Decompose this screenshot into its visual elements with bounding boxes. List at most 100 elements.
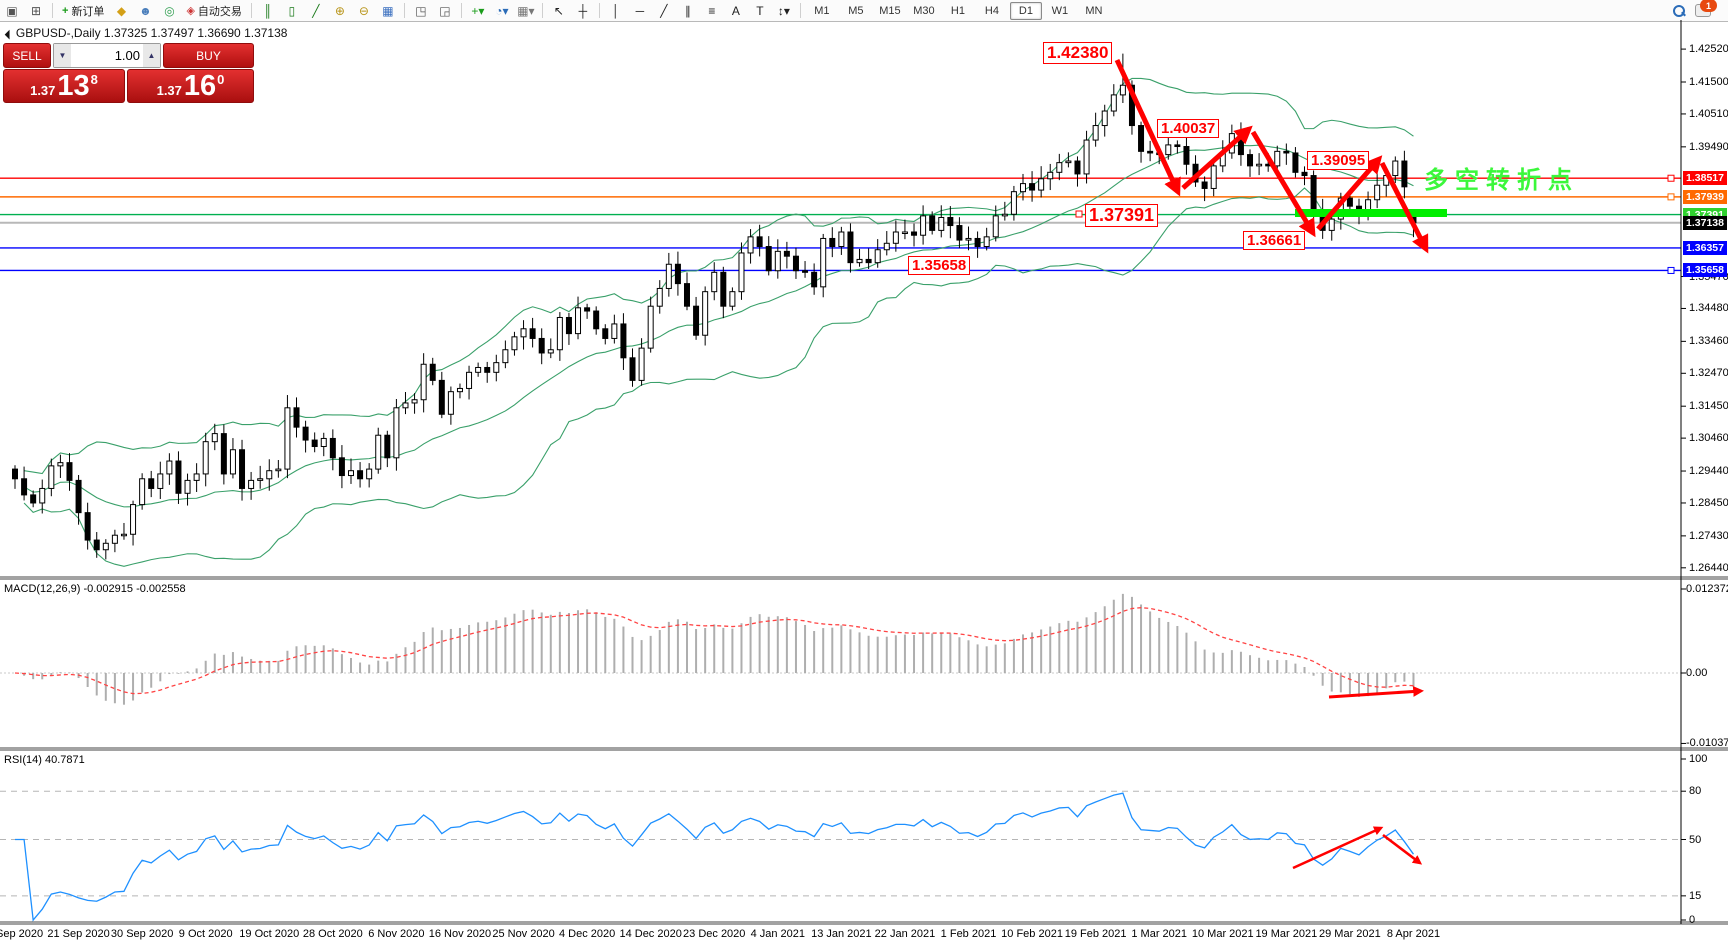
timeframe-M1[interactable]: M1 (814, 4, 830, 17)
date-axis-label[interactable]: 29 Mar 2021 (1319, 928, 1381, 940)
date-axis-label[interactable]: 21 Sep 2020 (47, 928, 110, 940)
rsi-annotation-arrow[interactable] (1292, 826, 1384, 870)
signals-icon[interactable]: ◎ (164, 3, 175, 18)
periods-clock-icon[interactable]: ◔▾ (495, 3, 509, 18)
line-chart-type-icon[interactable]: ╱ (312, 3, 320, 18)
zoom-in-icon[interactable]: ⊕ (334, 3, 345, 18)
date-axis-label[interactable]: 28 Oct 2020 (302, 928, 363, 940)
price-annotation-box[interactable]: 1.39095 (1307, 151, 1370, 171)
line-handle[interactable] (1667, 193, 1675, 201)
date-axis-label[interactable]: 22 Jan 2021 (874, 928, 936, 940)
date-axis-label[interactable]: 16 Nov 2020 (428, 928, 492, 940)
bollinger-middle-band[interactable] (23, 144, 1414, 508)
candlestick-type-icon[interactable]: ▯ (288, 3, 296, 18)
date-axis-label[interactable]: 10 Mar 2021 (1191, 928, 1254, 940)
line-handle[interactable] (1667, 174, 1675, 182)
date-axis-label[interactable]: 4 Dec 2020 (558, 928, 616, 940)
new-order-button[interactable]: + 新订单 (57, 1, 109, 20)
channel-icon[interactable]: ∥ (684, 3, 691, 18)
date-axis-label[interactable]: 8 Apr 2021 (1386, 928, 1441, 940)
zoom-out-icon[interactable]: ⊖ (358, 3, 369, 18)
timeframe-M5[interactable]: M5 (848, 4, 864, 17)
indicator-window2-icon[interactable]: ◲ (439, 3, 451, 18)
notification-badge[interactable]: 1 (1700, 0, 1717, 12)
crosshair-icon[interactable]: ┼ (578, 3, 588, 18)
arrows-icon[interactable]: ↕▾ (777, 3, 790, 18)
trendline-icon[interactable]: ╱ (660, 3, 668, 18)
date-axis-label[interactable]: 1 Mar 2021 (1131, 928, 1188, 940)
price-annotation-box[interactable]: 1.40037 (1157, 119, 1220, 139)
volume-value[interactable]: 1.00 (114, 48, 140, 63)
volume-decrease-button[interactable]: ▼ (54, 44, 71, 67)
sell-price[interactable]: 1.37 13 8 (3, 69, 125, 103)
date-axis-label[interactable]: 4 Jan 2021 (750, 928, 806, 940)
rsi-annotation-arrow[interactable] (1382, 833, 1423, 865)
trend-arrow[interactable] (1181, 125, 1253, 190)
vertical-line-icon[interactable]: │ (612, 3, 620, 18)
search-icon[interactable] (1668, 1, 1690, 20)
date-axis-label[interactable]: 1 Feb 2021 (940, 928, 997, 940)
date-axis-label[interactable]: 25 Nov 2020 (492, 928, 555, 940)
timeframe-W1[interactable]: W1 (1051, 4, 1069, 17)
sell-button[interactable]: SELL (3, 43, 51, 68)
date-axis-label[interactable]: 1 Sep 2020 (0, 928, 44, 940)
trend-arrow[interactable] (1250, 130, 1316, 238)
price-annotation-box[interactable]: 1.37391 (1085, 204, 1159, 227)
anchor-handle[interactable] (1075, 210, 1083, 218)
timeframe-M15[interactable]: M15 (879, 4, 901, 17)
tile-windows-icon[interactable]: ▦ (382, 3, 394, 18)
fibonacci-icon[interactable]: ≡ (708, 3, 716, 18)
auto-trading-button[interactable]: ◈ 自动交易 (181, 1, 246, 20)
horn-icon[interactable]: ◆ (116, 3, 127, 18)
trend-arrow[interactable] (1114, 58, 1181, 197)
add-indicator-icon[interactable]: +▾ (471, 3, 485, 18)
price-annotation-box[interactable]: 1.35658 (908, 256, 971, 276)
timeframe-H1[interactable]: H1 (950, 4, 965, 17)
date-axis-label[interactable]: 6 Nov 2020 (368, 928, 425, 940)
bollinger-upper-band[interactable] (23, 77, 1414, 475)
rsi-line[interactable] (15, 792, 1415, 922)
macd-signal-line[interactable] (14, 607, 1414, 695)
timeframe-D1[interactable]: D1 (1009, 1, 1042, 20)
timeframe-H4[interactable]: H4 (984, 4, 999, 17)
trend-arrow[interactable] (1379, 161, 1429, 254)
community-icon[interactable]: ☻ (139, 3, 152, 18)
candle-body (820, 237, 827, 288)
date-axis-label[interactable]: 9 Oct 2020 (178, 928, 233, 940)
date-axis-label[interactable]: 19 Mar 2021 (1255, 928, 1318, 940)
price-annotation-box[interactable]: 1.36661 (1243, 231, 1306, 251)
date-axis-label[interactable]: 19 Feb 2021 (1064, 928, 1127, 940)
chart-preview-icon[interactable]: ⊞ (30, 3, 42, 18)
date-axis-label[interactable]: 10 Feb 2021 (1001, 928, 1063, 940)
bar-chart-type-icon[interactable]: ║ (263, 3, 273, 18)
trend-arrow[interactable] (1316, 155, 1383, 231)
messages-icon[interactable]: 1 (1692, 0, 1717, 20)
chart-window-icon[interactable]: ▣ (6, 3, 18, 18)
price-annotation-box[interactable]: 1.42380 (1043, 42, 1113, 64)
macd-annotation-arrow[interactable] (1328, 686, 1424, 699)
price-axis-label: 1.39490 (1689, 140, 1728, 153)
bollinger-lower-band[interactable] (23, 187, 1414, 567)
buy-button[interactable]: BUY (163, 43, 254, 68)
timeframe-M30[interactable]: M30 (913, 4, 935, 17)
buy-price[interactable]: 1.37 16 0 (127, 69, 254, 103)
text-icon[interactable]: A (731, 3, 740, 18)
turning-point-label[interactable]: 多空转折点 (1424, 167, 1579, 194)
date-axis-label[interactable]: 23 Dec 2020 (683, 928, 746, 940)
date-axis-label[interactable]: 13 Jan 2021 (811, 928, 872, 940)
date-axis-label[interactable]: 30 Sep 2020 (110, 928, 174, 940)
green-support-bar[interactable] (1295, 209, 1447, 217)
date-axis-label[interactable]: 19 Oct 2020 (239, 928, 300, 940)
cursor-icon[interactable]: ↖ (553, 3, 564, 18)
date-axis-label[interactable]: 14 Dec 2020 (619, 928, 682, 940)
text-label-icon[interactable]: T (756, 3, 764, 18)
template-icon[interactable]: ▦▾ (517, 3, 535, 18)
indicator-window-icon[interactable]: ◳ (415, 3, 427, 18)
horizontal-line-icon[interactable]: ─ (635, 3, 645, 18)
candle-body (257, 478, 264, 481)
candle-body (1001, 213, 1008, 217)
volume-increase-button[interactable]: ▲ (143, 44, 160, 67)
line-handle[interactable] (1667, 266, 1675, 274)
timeframe-MN[interactable]: MN (1085, 4, 1103, 17)
